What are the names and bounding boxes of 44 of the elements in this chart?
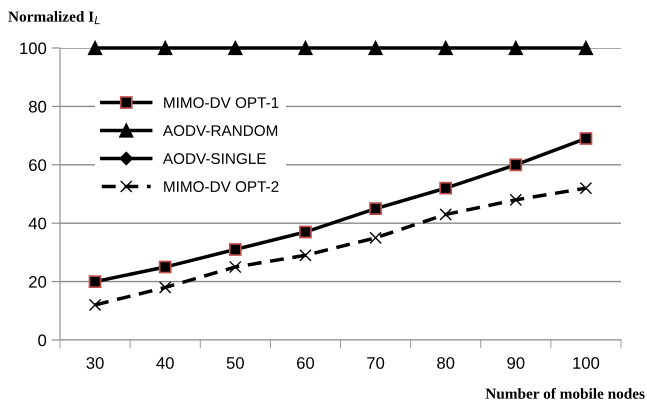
point [229, 260, 242, 274]
point [228, 40, 242, 56]
point [158, 260, 172, 274]
point [369, 232, 382, 244]
x-tick-label: 70 [367, 357, 384, 369]
legend-label: AODV-SINGLE [162, 153, 266, 164]
point [88, 40, 102, 56]
x-tick-label: 90 [507, 357, 524, 369]
point [88, 298, 102, 312]
point [298, 40, 313, 56]
y-tick-label: 40 [28, 218, 46, 230]
y-tick-label: 100 [20, 42, 46, 54]
point [88, 275, 102, 288]
y-axis-title: Normalized I$_{L}$ [8, 10, 100, 24]
legend-label: MIMO-DV OPT-1 [164, 97, 278, 108]
point [439, 208, 452, 221]
point [580, 182, 592, 194]
x-tick-label: 60 [297, 357, 314, 369]
x-tick-label: 100 [573, 357, 600, 369]
y-tick-label: 0 [38, 334, 46, 346]
point [228, 243, 242, 256]
point [158, 281, 172, 294]
y-tick-label: 20 [29, 276, 46, 288]
legend-label: MIMO-DV OPT-2 [164, 181, 278, 192]
x-tick-label: 30 [86, 357, 104, 369]
point [510, 194, 522, 206]
x-tick-label: 40 [156, 357, 174, 369]
x-axis-title: Number of mobile nodes [486, 388, 645, 399]
point [439, 182, 452, 195]
x-tick-label: 80 [437, 357, 454, 369]
point [509, 158, 522, 172]
y-tick-label: 80 [28, 100, 46, 113]
point [158, 40, 172, 56]
y-tick-label: 60 [29, 159, 46, 172]
point [368, 40, 383, 56]
legend-label: AODV-RANDOM [162, 125, 278, 136]
point [299, 226, 312, 238]
point [299, 249, 312, 262]
x-tick-label: 50 [226, 357, 244, 369]
point [580, 132, 592, 145]
point [369, 202, 382, 215]
point [438, 40, 453, 56]
point [578, 40, 594, 56]
point [508, 40, 523, 56]
